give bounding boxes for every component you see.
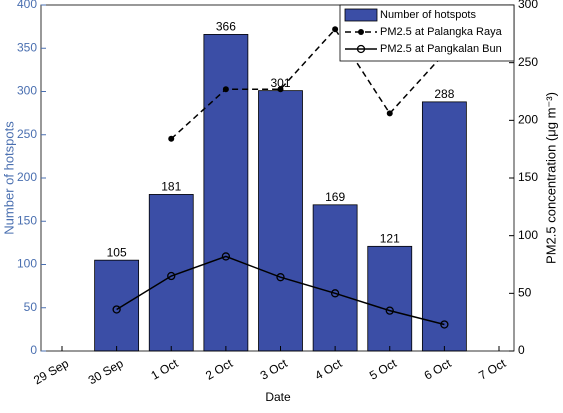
data-label: 181 xyxy=(161,180,181,194)
line xyxy=(116,255,445,326)
x-tick-label: 1 Oct xyxy=(148,356,180,383)
marker xyxy=(168,135,175,142)
legend-label: Number of hotspots xyxy=(380,9,476,21)
marker xyxy=(330,289,340,298)
marker xyxy=(440,320,449,329)
legend: Number of hotspots PM2.5 at Palangka Raya… xyxy=(339,4,515,62)
marker xyxy=(386,110,393,117)
legend-label: PM2.5 at Pangkalan Bun xyxy=(380,43,502,55)
legend-swatch xyxy=(344,8,378,22)
marker xyxy=(385,306,394,315)
data-label: 105 xyxy=(107,245,127,259)
x-tick-label: 7 Oct xyxy=(476,356,508,383)
y-tick-label: 150 xyxy=(17,213,37,227)
x-tick-label: 30 Sep xyxy=(86,356,126,387)
y2-tick-label: 150 xyxy=(518,170,538,184)
x-tick-label: 4 Oct xyxy=(312,356,344,383)
y-tick-label: 250 xyxy=(17,127,37,141)
data-label: 121 xyxy=(380,232,400,246)
bar xyxy=(421,101,467,352)
y2-tick-label: 250 xyxy=(518,55,538,69)
bar xyxy=(203,34,249,352)
data-label: 301 xyxy=(270,76,290,90)
y2-tick-label: 100 xyxy=(518,228,538,242)
y-tick-label: 0 xyxy=(30,343,37,357)
y2-axis-label: PM2.5 concentration (μg m⁻³) xyxy=(543,92,558,264)
marker xyxy=(276,273,285,282)
legend-label: PM2.5 at Palangka Raya xyxy=(380,26,503,38)
data-label: 288 xyxy=(434,87,454,101)
y2-tick-label: 200 xyxy=(518,113,538,127)
y2-tick-label: 0 xyxy=(518,343,525,357)
data-label: 366 xyxy=(216,20,236,34)
marker xyxy=(332,26,339,33)
y2-tick-label: 300 xyxy=(518,0,538,11)
x-tick-label: 3 Oct xyxy=(258,356,290,383)
x-tick-label: 5 Oct xyxy=(367,356,399,383)
bar xyxy=(312,204,358,352)
bar xyxy=(258,90,303,352)
y-axis-label: Number of hotspots xyxy=(1,121,16,235)
marker xyxy=(277,86,284,93)
y-tick-label: 100 xyxy=(17,257,37,271)
bar xyxy=(367,245,413,352)
x-tick-label: 29 Sep xyxy=(31,356,71,387)
x-tick-label: 6 Oct xyxy=(422,356,454,383)
x-tick-label: 2 Oct xyxy=(203,356,235,383)
y-tick-label: 200 xyxy=(17,170,37,184)
legend-marker xyxy=(356,44,366,54)
y-tick-label: 50 xyxy=(24,300,38,314)
marker xyxy=(112,305,121,314)
marker xyxy=(221,252,231,261)
y-tick-label: 300 xyxy=(17,84,37,98)
marker xyxy=(167,271,176,281)
y-tick-label: 350 xyxy=(17,40,37,54)
legend-marker xyxy=(358,29,364,35)
marker xyxy=(222,86,229,93)
y2-tick-label: 50 xyxy=(518,286,532,300)
y-tick-label: 400 xyxy=(17,0,37,11)
x-axis-label: Date xyxy=(265,390,291,404)
line xyxy=(170,27,445,140)
data-label: 169 xyxy=(325,190,345,204)
